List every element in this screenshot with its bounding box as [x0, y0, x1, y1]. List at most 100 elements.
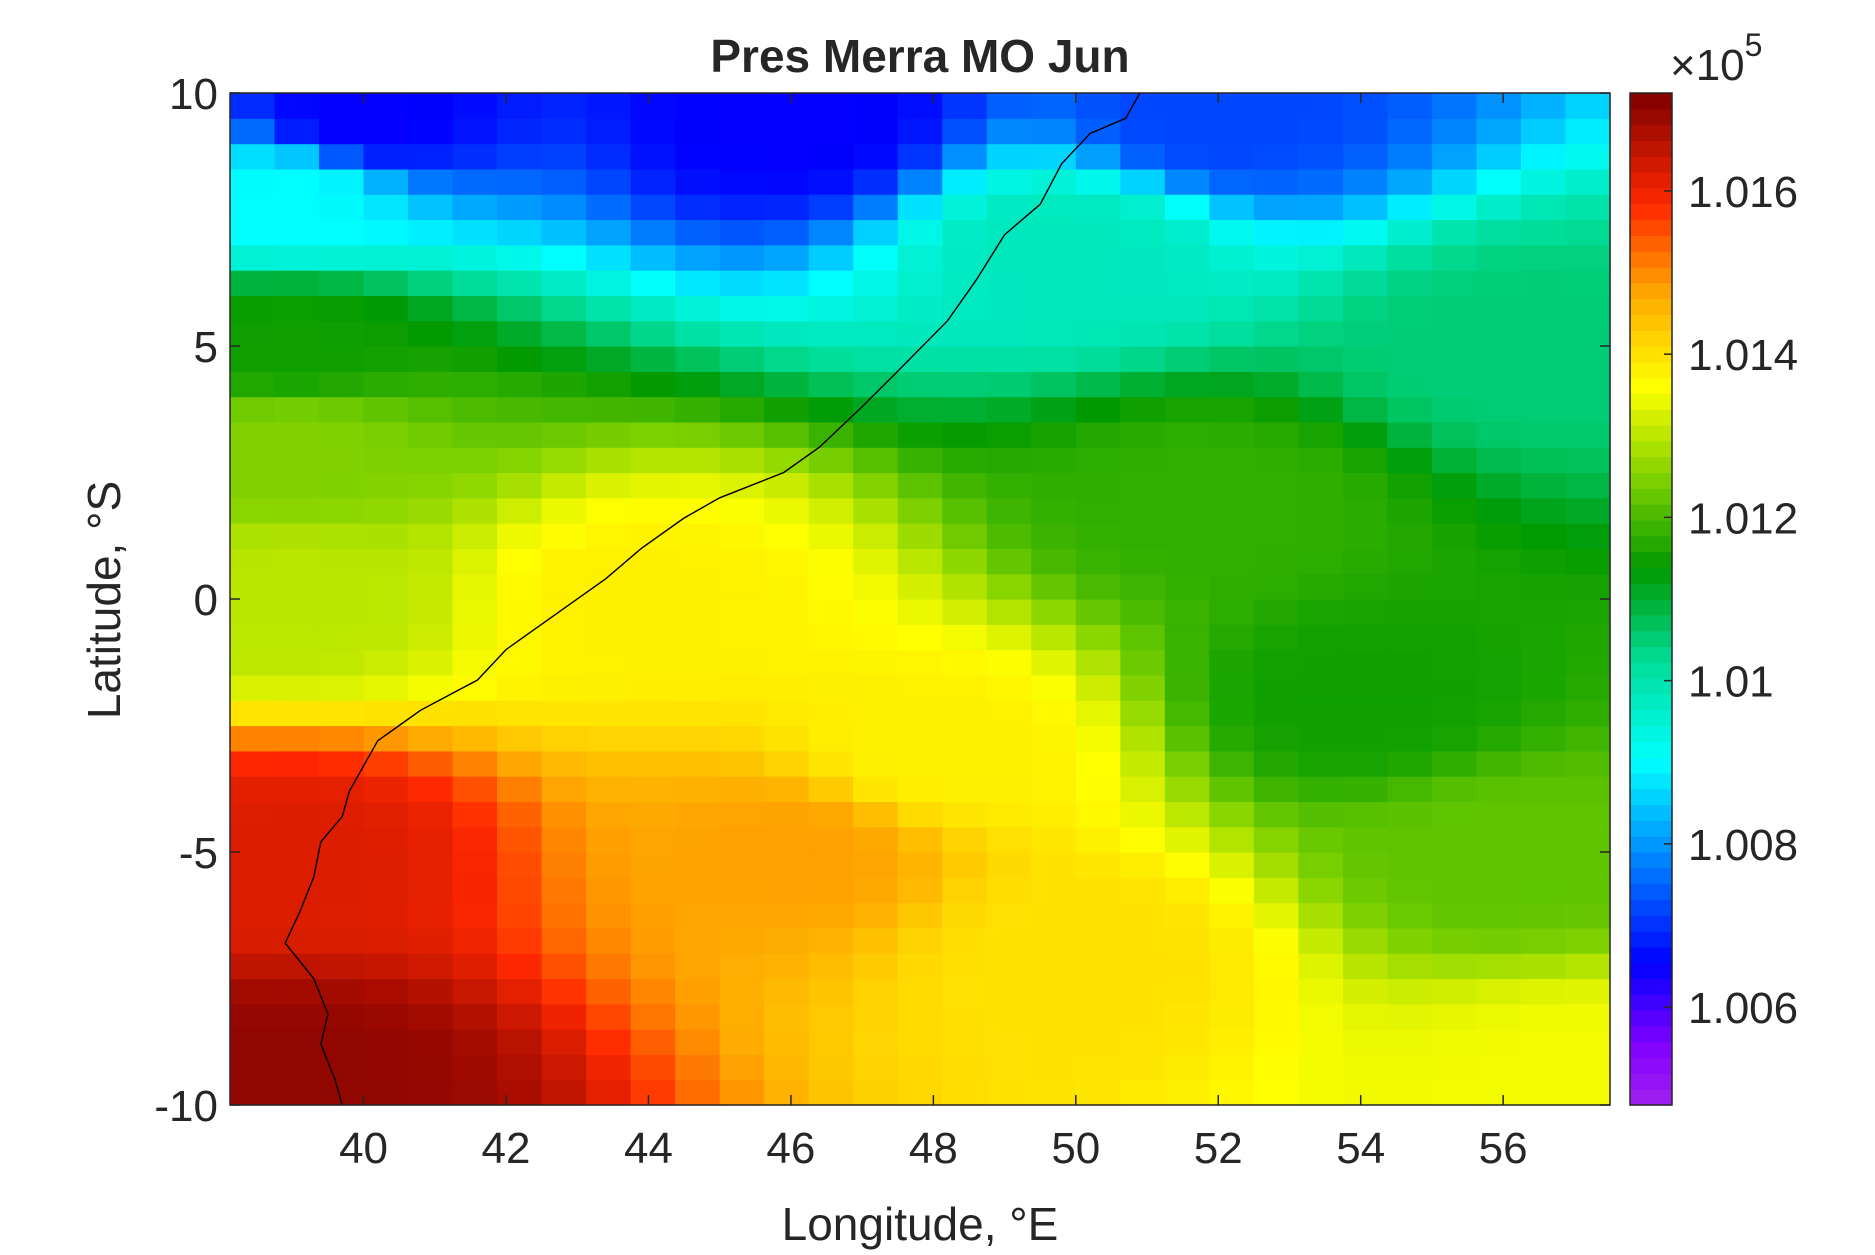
- heatmap-cell: [1565, 548, 1611, 575]
- heatmap-cell: [808, 877, 854, 904]
- heatmap-cell: [719, 295, 765, 322]
- heatmap-cell: [1209, 700, 1255, 727]
- heatmap-cell: [1431, 421, 1478, 448]
- heatmap-cell: [541, 877, 587, 904]
- heatmap-cell: [942, 801, 988, 828]
- heatmap-cell: [1075, 877, 1121, 904]
- heatmap-cell: [1075, 573, 1121, 600]
- heatmap-cell: [408, 396, 454, 423]
- heatmap-cell: [853, 295, 899, 322]
- heatmap-cell: [1253, 573, 1299, 600]
- heatmap-cell: [319, 295, 365, 322]
- heatmap-cell: [541, 93, 587, 119]
- heatmap-cell: [1565, 295, 1611, 322]
- heatmap-cell: [897, 1003, 943, 1030]
- heatmap-cell: [230, 295, 276, 322]
- heatmap-cell: [675, 776, 721, 802]
- heatmap-cell: [1209, 244, 1255, 271]
- heatmap-cell: [853, 978, 899, 1005]
- heatmap-cell: [1387, 852, 1433, 878]
- heatmap-cell: [1476, 447, 1522, 474]
- heatmap-cell: [808, 118, 854, 145]
- heatmap-cell: [853, 548, 899, 575]
- heatmap-cell: [1075, 244, 1121, 271]
- heatmap-cell: [408, 1029, 454, 1055]
- colorbar-step: [1630, 583, 1672, 600]
- heatmap-cell: [363, 396, 409, 423]
- heatmap-cell: [1120, 421, 1166, 448]
- heatmap-cell: [586, 270, 632, 296]
- heatmap-cell: [1253, 447, 1299, 474]
- heatmap-cell: [363, 472, 409, 499]
- heatmap-cell: [230, 421, 276, 448]
- heatmap-cell: [1120, 599, 1166, 625]
- heatmap-cell: [230, 371, 276, 398]
- heatmap-cell: [630, 421, 676, 448]
- heatmap-cell: [1476, 852, 1522, 878]
- heatmap-cell: [1253, 776, 1299, 802]
- heatmap-cell: [1342, 523, 1389, 549]
- heatmap-cell: [1075, 1054, 1121, 1081]
- heatmap-cell: [1342, 801, 1389, 828]
- heatmap-cell: [1209, 472, 1255, 499]
- heatmap-cell: [1520, 1054, 1567, 1081]
- heatmap-cell: [497, 902, 543, 929]
- heatmap-cell: [230, 700, 276, 727]
- heatmap-cell: [319, 523, 365, 549]
- heatmap-cell: [452, 953, 498, 980]
- heatmap-cell: [1120, 573, 1166, 600]
- heatmap-cell: [497, 1003, 543, 1030]
- heatmap-cell: [408, 523, 454, 549]
- heatmap-cell: [1565, 1054, 1611, 1081]
- heatmap-cell: [274, 270, 320, 296]
- heatmap-cell: [319, 599, 365, 625]
- heatmap-cell: [1387, 143, 1433, 170]
- heatmap-cell: [719, 548, 765, 575]
- heatmap-cell: [1476, 1054, 1522, 1081]
- heatmap-cell: [808, 599, 854, 625]
- heatmap-cell: [630, 396, 676, 423]
- heatmap-cell: [1298, 320, 1344, 347]
- heatmap-cell: [675, 1003, 721, 1030]
- heatmap-cell: [408, 93, 454, 119]
- heatmap-cell: [1565, 1029, 1611, 1055]
- heatmap-cell: [719, 902, 765, 929]
- heatmap-cell: [897, 244, 943, 271]
- heatmap-cell: [675, 877, 721, 904]
- heatmap-cell: [1298, 1079, 1344, 1106]
- heatmap-cell: [986, 523, 1032, 549]
- heatmap-cell: [1209, 1029, 1255, 1055]
- heatmap-cell: [1253, 674, 1299, 701]
- heatmap-cell: [1476, 700, 1522, 727]
- heatmap-cell: [1476, 826, 1522, 853]
- heatmap-cell: [452, 826, 498, 853]
- heatmap-cell: [1565, 776, 1611, 802]
- colorbar-step: [1630, 946, 1672, 964]
- heatmap-cell: [897, 143, 943, 170]
- heatmap-cell: [1120, 674, 1166, 701]
- heatmap-cell: [452, 700, 498, 727]
- heatmap-cell: [942, 674, 988, 701]
- heatmap-cell: [630, 927, 676, 954]
- heatmap-cell: [1298, 396, 1344, 423]
- heatmap-cell: [452, 320, 498, 347]
- heatmap-cell: [1565, 472, 1611, 499]
- heatmap-cell: [1075, 750, 1121, 777]
- heatmap-cell: [363, 927, 409, 954]
- heatmap-cell: [1520, 674, 1567, 701]
- heatmap-cell: [541, 244, 587, 271]
- heatmap-cell: [808, 573, 854, 600]
- colorbar-step: [1630, 361, 1672, 379]
- heatmap-cell: [1565, 725, 1611, 752]
- heatmap-cell: [719, 852, 765, 878]
- heatmap-cell: [230, 497, 276, 524]
- heatmap-cell: [986, 118, 1032, 145]
- heatmap-cell: [1031, 118, 1077, 145]
- heatmap-cell: [1565, 194, 1611, 221]
- heatmap-cell: [719, 497, 765, 524]
- heatmap-cell: [1031, 750, 1077, 777]
- colorbar-frame: [1629, 92, 1673, 1106]
- heatmap-cell: [363, 346, 409, 372]
- heatmap-cell: [1520, 852, 1567, 878]
- heatmap-cell: [452, 346, 498, 372]
